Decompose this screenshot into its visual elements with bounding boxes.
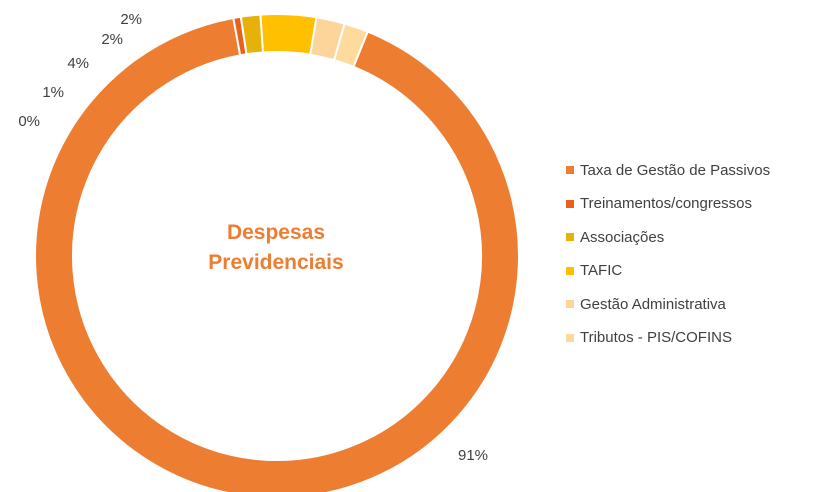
legend-swatch bbox=[566, 199, 574, 208]
donut-center-title: Despesas Previdenciais bbox=[176, 218, 376, 278]
legend-item-treinamentos-congressos: Treinamentos/congressos bbox=[566, 194, 770, 214]
slice-label-taxa-de-gestao-de-passivos: 91% bbox=[458, 447, 488, 464]
slice-tafic bbox=[259, 13, 318, 56]
legend-label: Taxa de Gestão de Passivos bbox=[580, 161, 771, 179]
legend-swatch bbox=[566, 266, 574, 275]
slice-label-treinamentos-congressos: 0% bbox=[18, 113, 40, 130]
legend-label: Associações bbox=[580, 228, 665, 246]
legend: Taxa de Gestão de Passivos Treinamentos/… bbox=[566, 160, 770, 361]
center-title-line-2: Previdenciais bbox=[208, 251, 344, 274]
legend-swatch bbox=[566, 300, 574, 308]
center-title-line-1: Despesas bbox=[226, 221, 326, 244]
legend-item-associacoes: Associações bbox=[566, 227, 770, 247]
slice-label-gestao-administrativa: 2% bbox=[101, 31, 123, 48]
legend-label: Tributos - PIS/COFINS bbox=[580, 329, 732, 346]
legend-item-tafic: TAFIC bbox=[566, 261, 770, 281]
legend-label: Treinamentos/congressos bbox=[580, 195, 753, 212]
slice-label-associacoes: 1% bbox=[42, 84, 64, 101]
slice-label-tafic: 4% bbox=[67, 55, 89, 72]
legend-swatch bbox=[566, 166, 574, 174]
slice-label-tributos-pis-cofins: 2% bbox=[120, 11, 142, 28]
legend-item-tributos-pis-cofins: Tributos - PIS/COFINS bbox=[566, 328, 770, 348]
legend-label: TAFIC bbox=[580, 262, 623, 279]
legend-swatch bbox=[566, 233, 574, 241]
legend-label: Gestão Administrativa bbox=[580, 295, 726, 313]
slice-taxa-de-gestao-de-passivos bbox=[34, 16, 520, 492]
legend-item-gestao-administrativa: Gestão Administrativa bbox=[566, 294, 770, 314]
legend-swatch bbox=[566, 333, 574, 342]
slice-tributos-pis-cofins bbox=[332, 22, 369, 69]
legend-item-taxa-gestao-passivos: Taxa de Gestão de Passivos bbox=[566, 160, 770, 180]
